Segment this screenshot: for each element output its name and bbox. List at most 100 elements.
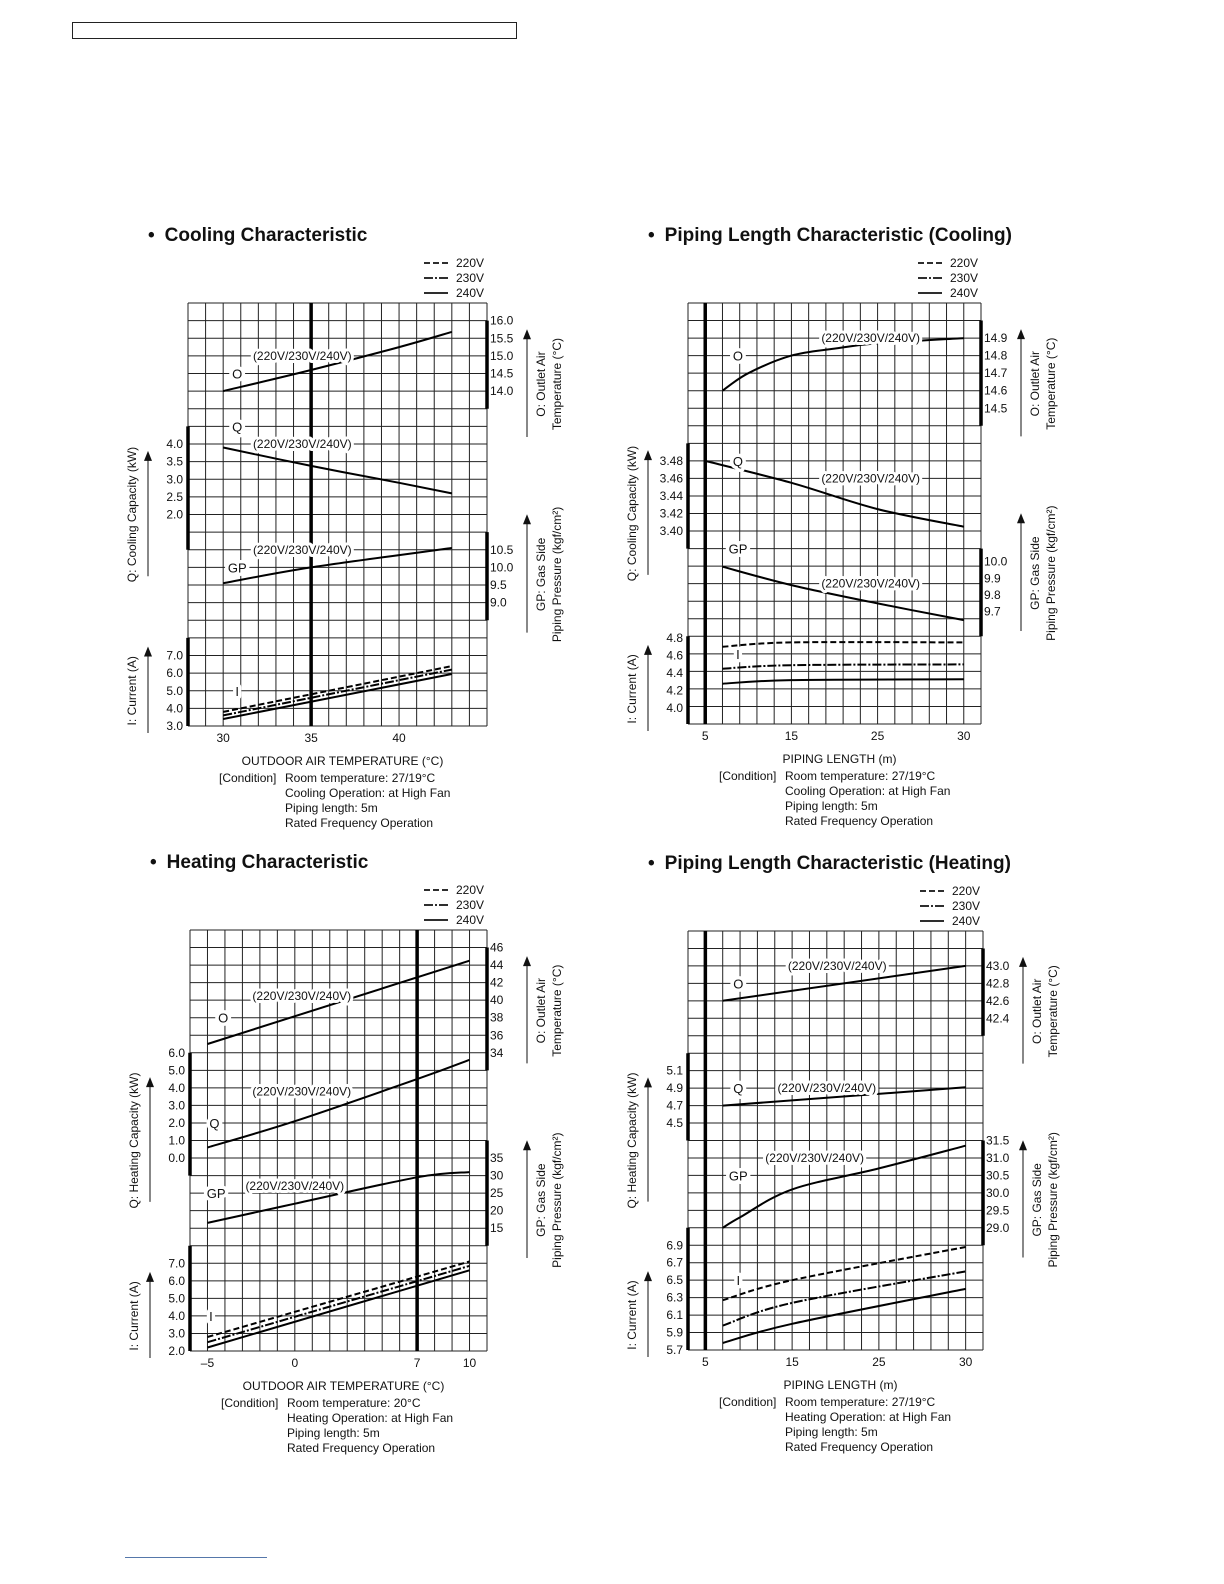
- y-tick-label: 3.0: [166, 472, 183, 486]
- y-tick-label: 6.0: [168, 1046, 185, 1060]
- legend-label: 220V: [952, 884, 980, 898]
- y-tick-label: 9.5: [490, 578, 507, 592]
- y-tick-label: 2.5: [166, 490, 183, 504]
- series-i-220V: [207, 1260, 470, 1338]
- condition-line: Room temperature: 27/19°C: [285, 771, 436, 785]
- y-axis-title: I: Current (A): [625, 654, 639, 723]
- curve-label: I: [737, 1273, 741, 1288]
- x-axis-label: OUTDOOR AIR TEMPERATURE (°C): [242, 754, 444, 768]
- arrow-up-icon: [144, 646, 152, 657]
- y-axis-title: Temperature (°C): [550, 965, 564, 1057]
- voltage-label: (220V/230V/240V): [788, 959, 887, 973]
- condition-line: Room temperature: 27/19°C: [785, 769, 936, 783]
- y-tick-label: 30.5: [986, 1168, 1010, 1182]
- arrow-up-icon: [644, 644, 652, 655]
- y-tick-label: 4.0: [168, 1309, 185, 1323]
- legend-label: 230V: [952, 899, 980, 913]
- chart-title: • Heating Characteristic: [150, 852, 369, 873]
- y-axis-title: Q: Heating Capacity (kW): [127, 1072, 141, 1208]
- curve-label: O: [218, 1011, 228, 1026]
- y-axis-title: Piping Pressure (kgf/cm²): [550, 1132, 564, 1267]
- series-i-230V: [223, 668, 452, 717]
- x-tick-label: 30: [957, 729, 971, 743]
- y-axis-title: O: Outlet Air: [1030, 979, 1044, 1044]
- y-axis-title: Piping Pressure (kgf/cm²): [1046, 1132, 1060, 1267]
- series-q-220V-230V-240V: [222, 446, 452, 495]
- y-tick-label: 9.9: [984, 571, 1001, 585]
- condition-line: Room temperature: 27/19°C: [785, 1395, 936, 1409]
- series-gp-220V-230V-240V: [722, 565, 964, 622]
- y-tick-label: 3.48: [660, 454, 684, 468]
- arrow-up-icon: [523, 514, 531, 525]
- y-tick-label: 38: [490, 1011, 504, 1025]
- x-axis-label: PIPING LENGTH (m): [782, 752, 896, 766]
- curve-label: O: [733, 976, 743, 991]
- y-tick-label: 10.5: [490, 543, 514, 557]
- footer-rule: [125, 1557, 267, 1558]
- y-axis-title: Q: Cooling Capacity (kW): [125, 447, 139, 582]
- panel-gp: 10.0 9.9 9.8 9.7 GP: Gas Side Piping Pressure…: [722, 505, 1058, 641]
- curve-label: Q: [733, 1081, 743, 1096]
- y-tick-label: 4.2: [666, 684, 683, 698]
- y-tick-label: 2.0: [168, 1116, 185, 1130]
- y-tick-label: 5.0: [168, 1291, 185, 1305]
- condition-line: Piping length: 5m: [785, 799, 878, 813]
- y-tick-label: 5.0: [168, 1063, 185, 1077]
- condition-line: Cooling Operation: at High Fan: [785, 784, 950, 798]
- series-o-220V-230V-240V: [722, 964, 966, 1002]
- y-tick-label: 2.0: [168, 1344, 185, 1358]
- y-tick-label: 46: [490, 941, 504, 955]
- y-tick-label: 35: [490, 1151, 504, 1165]
- condition-line: Rated Frequency Operation: [785, 1440, 933, 1454]
- condition-line: Rated Frequency Operation: [285, 816, 433, 830]
- y-tick-label: 9.0: [490, 596, 507, 610]
- panel-o: 14.9 14.8 14.7 14.6 14.5 O: Outlet Air Tempera…: [721, 320, 1058, 437]
- y-tick-label: 6.7: [666, 1256, 683, 1270]
- series-gp-220V-230V-240V: [223, 547, 452, 585]
- y-tick-label: 14.0: [490, 384, 514, 398]
- x-tick-label: 30: [216, 731, 230, 745]
- panel-o: 46 44 42 40 38 36 34 O: Outlet Air Temperature (…: [207, 941, 564, 1071]
- y-axis-title: Q: Heating Capacity (kW): [625, 1072, 639, 1208]
- y-axis-title: I: Current (A): [625, 1280, 639, 1349]
- series-gp-220V-230V-240V: [722, 1144, 966, 1229]
- y-tick-label: 3.44: [660, 489, 684, 503]
- voltage-label: (220V/230V/240V): [253, 349, 352, 363]
- y-tick-label: 10.0: [984, 555, 1008, 569]
- curve-label: Q: [209, 1116, 219, 1131]
- bullet-icon: •: [648, 225, 655, 246]
- panel-gp: 31.5 31.0 30.5 30.0 29.5 29.0 GP: Gas Side Pipi…: [722, 1132, 1060, 1268]
- curve-label: GP: [207, 1186, 226, 1201]
- legend-label: 230V: [456, 898, 484, 912]
- y-tick-label: 42.4: [986, 1011, 1010, 1025]
- curve-label: GP: [729, 1168, 748, 1183]
- x-tick-label: 25: [872, 1355, 886, 1369]
- y-tick-label: 34: [490, 1046, 504, 1060]
- y-tick-label: 3.42: [660, 507, 684, 521]
- y-tick-label: 10.0: [490, 560, 514, 574]
- curve-label: O: [733, 349, 743, 364]
- voltage-label: (220V/230V/240V): [777, 1081, 876, 1095]
- condition-line: Rated Frequency Operation: [785, 814, 933, 828]
- y-tick-label: 5.0: [166, 684, 183, 698]
- y-tick-label: 4.0: [166, 701, 183, 715]
- legend-label: 240V: [456, 913, 484, 927]
- x-tick-label: 40: [392, 731, 406, 745]
- legend-label: 230V: [950, 271, 978, 285]
- arrow-up-icon: [1017, 513, 1025, 524]
- condition-label: [Condition]: [221, 1396, 278, 1410]
- y-tick-label: 44: [490, 958, 504, 972]
- x-tick-label: 30: [959, 1355, 973, 1369]
- chart-title: • Cooling Characteristic: [148, 225, 368, 246]
- y-tick-label: 5.9: [666, 1326, 683, 1340]
- panel-i: 7.0 6.0 5.0 4.0 3.0 2.0 I: Current (A) I: [127, 1245, 470, 1359]
- series-i-220V: [223, 665, 452, 713]
- chart-title-text: Heating Characteristic: [167, 852, 369, 873]
- series-o-220V-230V-240V: [721, 337, 964, 392]
- legend-label: 240V: [950, 286, 978, 300]
- chart-title-text: Cooling Characteristic: [165, 225, 368, 246]
- condition-line: Piping length: 5m: [287, 1426, 380, 1440]
- curve-label: GP: [228, 560, 247, 575]
